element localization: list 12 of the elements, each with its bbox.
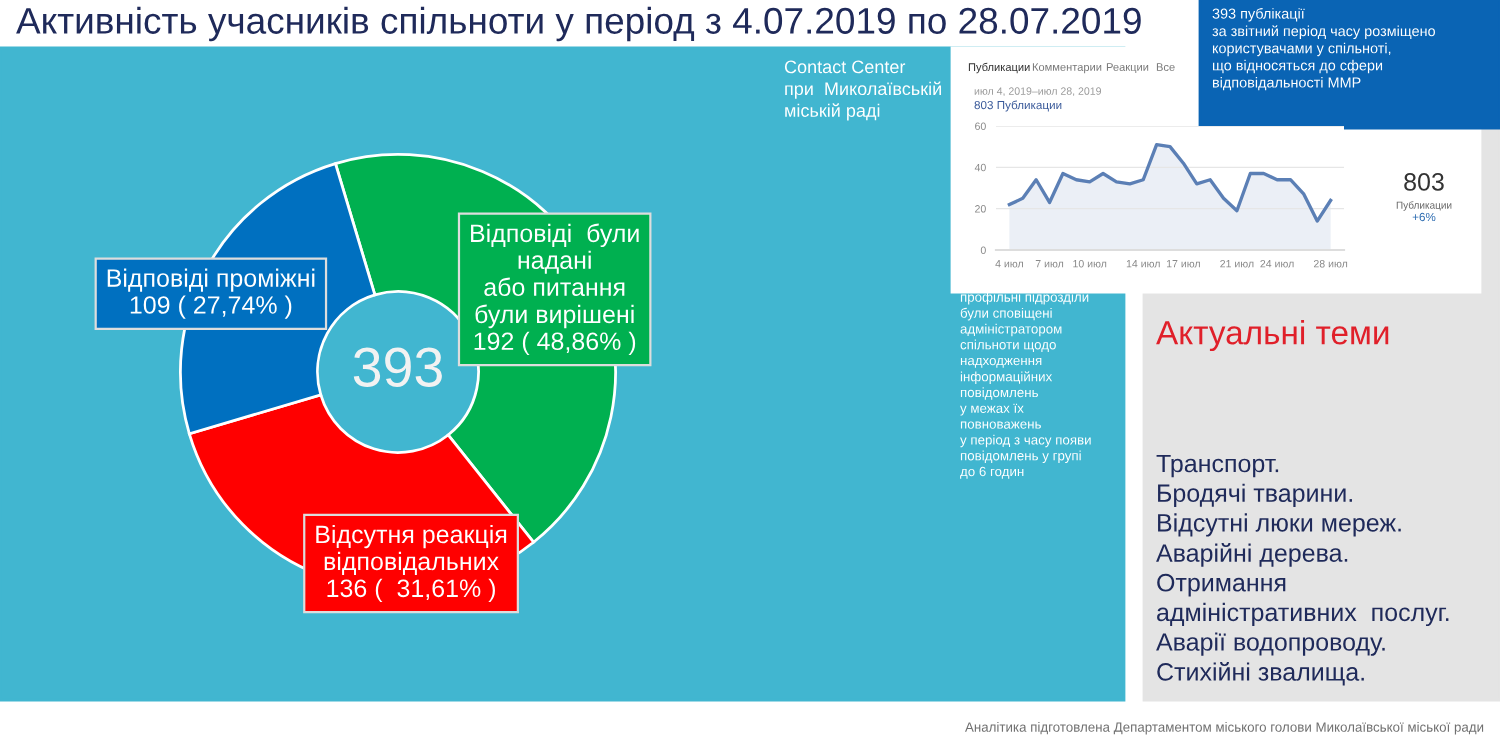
- text: 803: [1404, 173, 1444, 191]
- slice-label: Відсутня реакція відповідальних: [316, 524, 507, 575]
- text: Транспорт. Бродячі тварини. Відсутні люки мереж. Аварійні дерева. Отримання адміністративних послуг. Аварії водопроводу. Стихійні звалища.: [1156, 454, 1449, 686]
- text: Актуальні теми: [1156, 320, 1389, 352]
- slice-label: Відповіді були надані або питання були вирішені: [471, 223, 639, 329]
- data-label: 136 ( 31,61% ): [327, 578, 495, 603]
- text: 393: [353, 347, 442, 387]
- data-label: 109 ( 27,74% ): [130, 295, 292, 319]
- data-label: 192 ( 48,86% ): [474, 331, 636, 356]
- text: Contact Center при Миколаївській міській раді: [784, 60, 941, 121]
- chart-title: Активність учасників спільноти у період з 4.07.2019 по 28.07.2019: [16, 6, 1141, 42]
- slice-label: Відповіді проміжні: [107, 268, 315, 292]
